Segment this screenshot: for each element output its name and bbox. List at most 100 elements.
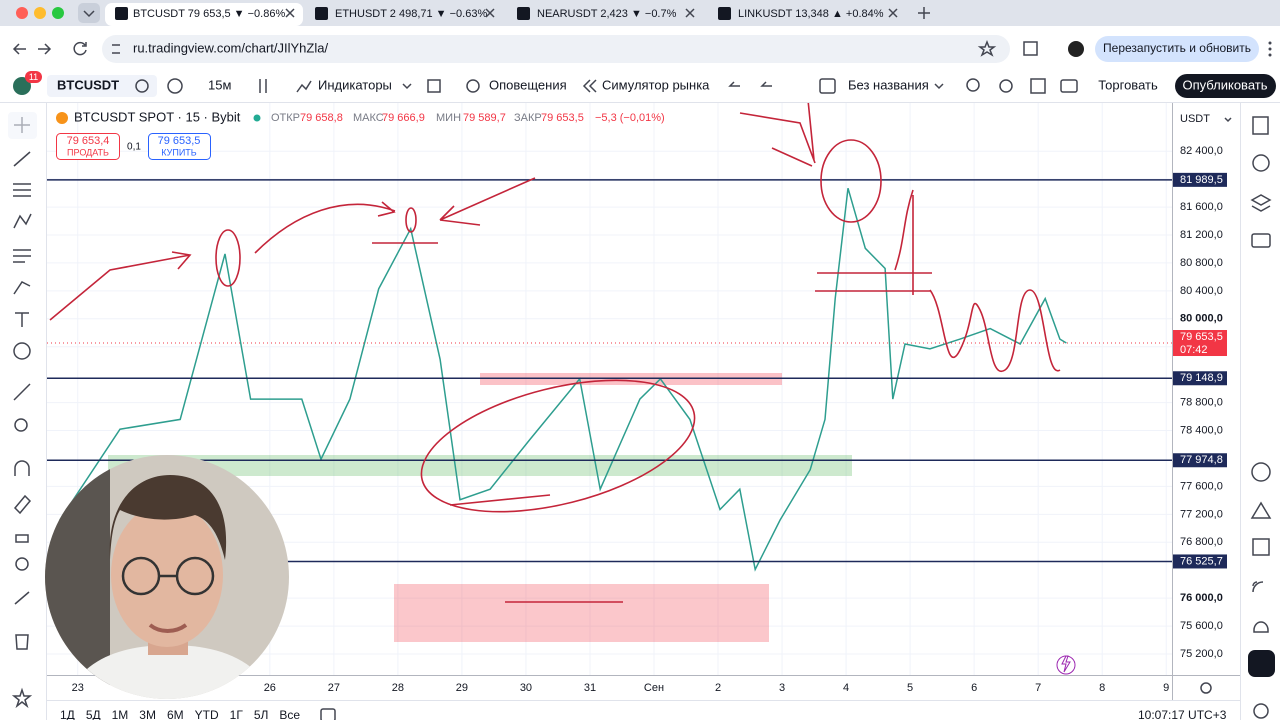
range-button[interactable]: Все: [279, 708, 300, 722]
apps-button[interactable]: [1248, 650, 1275, 677]
menu[interactable]: [1268, 53, 1272, 57]
close-window[interactable]: [16, 7, 28, 19]
alerts[interactable]: Оповещения: [489, 77, 567, 92]
zoom-window[interactable]: [52, 7, 64, 19]
trade[interactable]: Торговать: [1098, 77, 1158, 92]
date-range[interactable]: [320, 708, 336, 722]
tab-close-icons[interactable]: [285, 8, 898, 18]
symbol[interactable]: BTCUSDT: [57, 77, 119, 92]
range-button[interactable]: 1М: [112, 708, 129, 722]
countdown: 07:42: [1180, 344, 1208, 356]
drawing-toolbar: [0, 103, 46, 720]
profile[interactable]: [1068, 41, 1084, 57]
axes: 82 400,082 000,081 600,081 200,080 800,0…: [72, 145, 1227, 694]
indicators-icon: [296, 80, 312, 93]
range-button[interactable]: 1Г: [230, 708, 244, 722]
templates[interactable]: [427, 79, 441, 93]
search-icon[interactable]: [966, 78, 980, 92]
target-zone: [394, 584, 769, 642]
chevron[interactable]: [402, 83, 412, 90]
sell-price[interactable]: 79 653,4: [67, 135, 110, 147]
snapshot[interactable]: [1060, 79, 1078, 93]
badge: [25, 71, 42, 83]
url-field[interactable]: [102, 35, 1010, 63]
market-status: [253, 114, 261, 122]
time-label: 5: [907, 682, 913, 694]
tab-title[interactable]: NEARUSDT 2,423 ▼ −0.7%: [537, 8, 677, 20]
legend-value: 79 666,9: [382, 112, 425, 124]
tab-search[interactable]: [78, 3, 100, 23]
buy-button[interactable]: [148, 133, 211, 160]
avatar[interactable]: [13, 77, 31, 95]
fullscreen[interactable]: [1030, 78, 1046, 94]
undo-redo[interactable]: [728, 81, 772, 87]
publish-button[interactable]: [1175, 74, 1276, 98]
active-tab[interactable]: [105, 3, 303, 26]
add-symbol[interactable]: [167, 78, 183, 94]
level-label: 76 525,7: [1180, 555, 1223, 567]
range-button[interactable]: 3М: [139, 708, 156, 722]
legend-value: 79 653,5: [541, 112, 584, 124]
coin-logo: [56, 112, 68, 124]
price-axis: [1173, 103, 1240, 675]
buy-price[interactable]: 79 653,5: [158, 135, 201, 147]
range-button[interactable]: YTD: [195, 708, 219, 722]
new-tab[interactable]: [918, 7, 930, 19]
legend-change: −5,3 (−0,01%): [595, 112, 665, 124]
currency[interactable]: USDT: [1180, 113, 1210, 125]
tab-title[interactable]: LINKUSDT 13,348 ▲ +0.84%: [738, 8, 884, 20]
buy-label[interactable]: КУПИТЬ: [161, 147, 196, 157]
price-label: 78 400,0: [1180, 424, 1223, 436]
chevron[interactable]: [934, 83, 944, 90]
layout-name[interactable]: Без названия: [848, 77, 929, 92]
menu[interactable]: [1268, 47, 1272, 51]
layout-icon[interactable]: [819, 78, 836, 94]
right-sidebar: [1240, 103, 1280, 720]
minimize-window[interactable]: [34, 7, 46, 19]
range-button[interactable]: 5Д: [86, 708, 101, 722]
time-label: 7: [1035, 682, 1041, 694]
price-label: 76 000,0: [1180, 592, 1223, 604]
price-label: 76 800,0: [1180, 536, 1223, 548]
nav-arrows[interactable]: [12, 43, 52, 55]
legend-label: МАКС: [353, 112, 384, 124]
range-bar: 1Д 5Д 1М 3М 6М YTD 1Г 5Л Все: [60, 708, 300, 722]
axis-settings[interactable]: [1200, 682, 1212, 694]
bookmark[interactable]: [977, 39, 997, 57]
interval[interactable]: 15м: [208, 77, 231, 92]
restart-label[interactable]: Перезапустить и обновить: [1103, 41, 1251, 55]
reload[interactable]: [73, 41, 87, 56]
range-button[interactable]: 5Л: [254, 708, 269, 722]
symbol-search[interactable]: [47, 75, 157, 97]
favicon: [315, 7, 328, 20]
url[interactable]: ru.tradingview.com/chart/JIlYhZla/: [133, 40, 328, 55]
time-label: 6: [971, 682, 977, 694]
app-toolbar: [0, 72, 1280, 103]
last-price-tag: [1173, 330, 1227, 357]
price-label: 77 200,0: [1180, 508, 1223, 520]
time-label: Сен: [644, 682, 664, 694]
tab-title[interactable]: BTCUSDT 79 653,5 ▼ −0.86%: [133, 8, 285, 20]
sell-button[interactable]: [56, 133, 120, 160]
price-label: 82 400,0: [1180, 145, 1223, 157]
replay[interactable]: Симулятор рынка: [602, 77, 710, 92]
chart-type[interactable]: [259, 79, 267, 93]
active-tool[interactable]: [8, 112, 37, 139]
tab-title[interactable]: ETHUSDT 2 498,71 ▼ −0.63%: [335, 8, 487, 20]
menu[interactable]: [1268, 41, 1272, 45]
extensions[interactable]: [1023, 41, 1038, 56]
compare-icon[interactable]: [135, 79, 149, 93]
settings-icon[interactable]: [999, 79, 1013, 93]
time-label: 27: [328, 682, 340, 694]
range-button[interactable]: 1Д: [60, 708, 75, 722]
indicators[interactable]: Индикаторы: [318, 77, 392, 92]
range-button[interactable]: 6М: [167, 708, 184, 722]
chevron[interactable]: [1224, 117, 1232, 123]
sidebar-icons[interactable]: [1250, 116, 1272, 719]
clock: 10:07:17 UTC+3: [1138, 708, 1227, 720]
price-line: [59, 187, 1067, 572]
sell-label[interactable]: ПРОДАТЬ: [67, 147, 109, 157]
publish[interactable]: Опубликовать: [1182, 77, 1267, 92]
restart-button[interactable]: [1095, 36, 1259, 62]
level-label: 77 974,8: [1180, 454, 1223, 466]
